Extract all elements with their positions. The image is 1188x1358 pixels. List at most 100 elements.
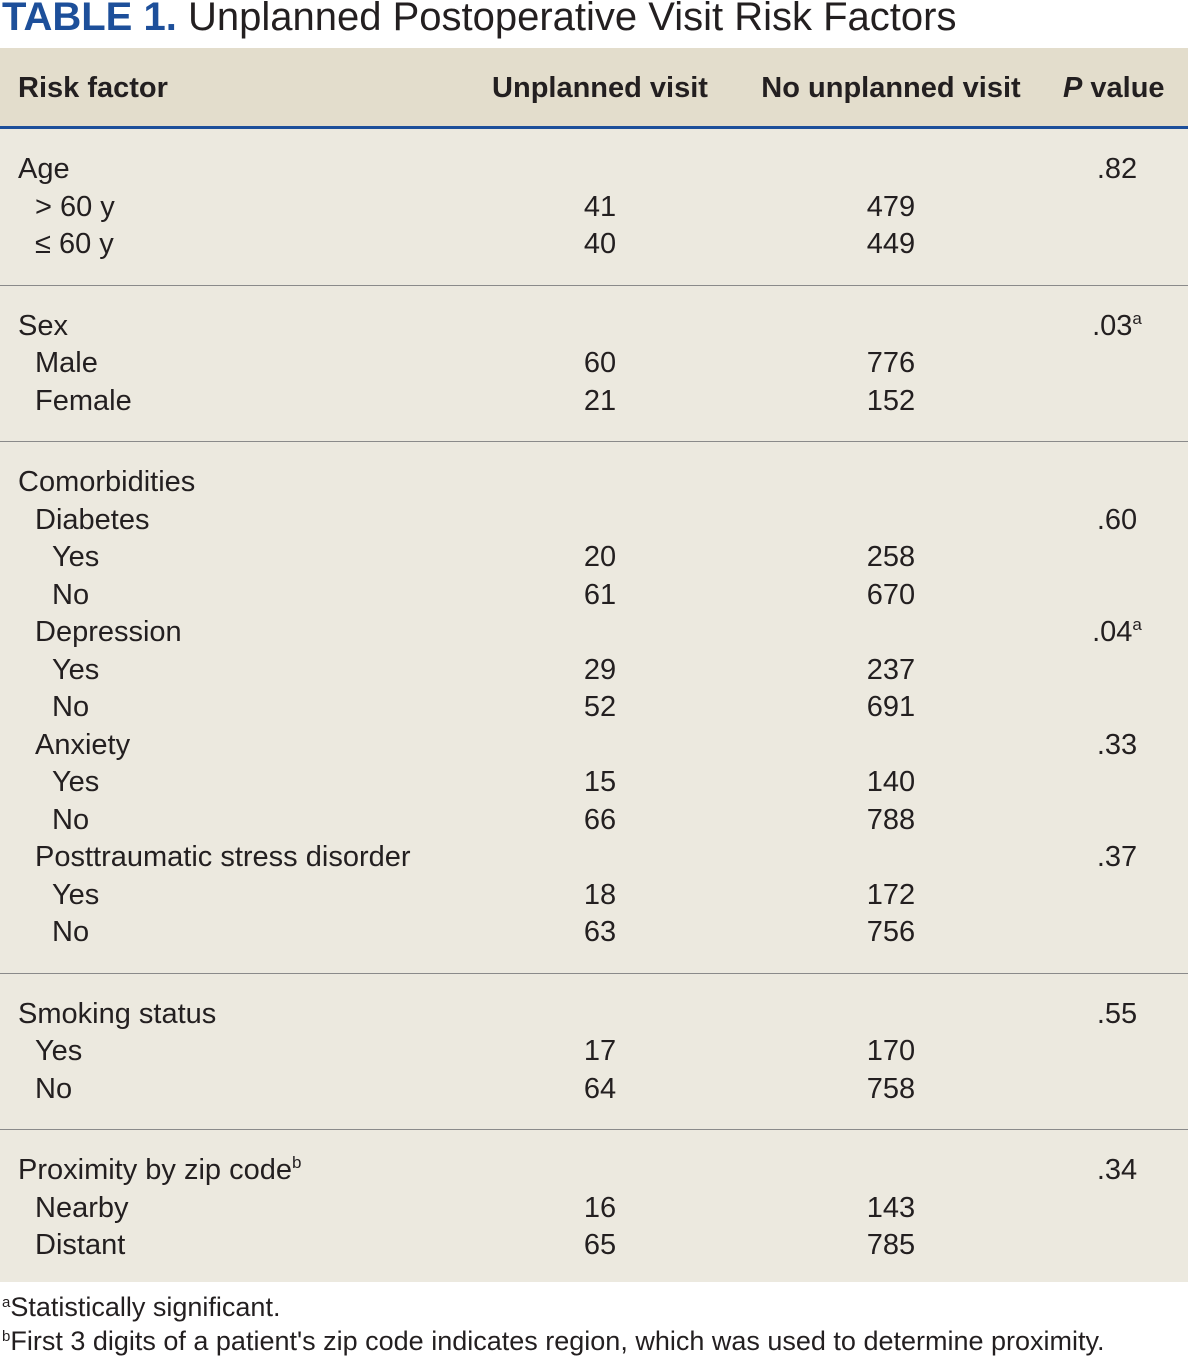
label-text: Female	[35, 384, 132, 417]
label-text: Age	[18, 153, 70, 185]
table-row: Yes 29 237	[0, 652, 1188, 690]
p-value-cell: .33	[1057, 727, 1177, 765]
footnote-mark: b	[292, 1153, 302, 1172]
p-italic: P	[1063, 72, 1083, 104]
row-label: Yes	[52, 764, 99, 802]
label-text: Sex	[18, 309, 68, 342]
footnote-mark: a	[1132, 308, 1142, 328]
p-value-cell: .37	[1057, 839, 1177, 877]
row-label: No	[35, 1071, 72, 1109]
table-row: Nearby 16 143	[0, 1190, 1188, 1228]
row-label: Yes	[52, 652, 99, 690]
unplanned-value: 15	[583, 766, 617, 798]
no-unplanned-value: 143	[866, 1191, 916, 1224]
label-text: No	[52, 691, 90, 723]
row-label: Posttraumatic stress disorder	[35, 839, 411, 877]
p-value: .03	[1092, 309, 1133, 342]
row-label: > 60 y	[35, 189, 115, 227]
title-label: TABLE 1.	[2, 0, 177, 39]
row-label: Diabetes	[35, 502, 149, 540]
row-label: Yes	[52, 877, 99, 915]
row-label: Male	[35, 345, 98, 383]
p-rest: value	[1090, 72, 1165, 104]
label-text: Yes	[52, 653, 100, 686]
unplanned-value: 65	[583, 1229, 617, 1261]
p-value-cell: .60	[1057, 502, 1177, 540]
row-group: Comorbidities Diabetes .60 Yes 20 258 No 61 670 D…	[0, 442, 1188, 974]
label-text: No	[52, 578, 90, 611]
row-label: No	[52, 914, 89, 952]
no-unplanned-value: 237	[866, 653, 916, 686]
row-label: Age	[18, 151, 70, 189]
no-unplanned-value: 140	[866, 766, 916, 798]
table-row: Proximity by zip codeb .34	[0, 1152, 1188, 1190]
no-unplanned-value: 172	[866, 878, 916, 911]
row-label: Female	[35, 383, 132, 421]
label-text: Posttraumatic stress disorder	[35, 841, 411, 873]
unplanned-value: 60	[583, 347, 617, 379]
no-unplanned-value: 788	[866, 803, 916, 836]
label-text: No	[35, 1072, 73, 1105]
row-label: No	[52, 577, 89, 615]
row-label: Comorbidities	[18, 464, 195, 502]
label-text: > 60 y	[35, 190, 115, 223]
unplanned-value: 17	[583, 1035, 617, 1067]
label-text: Nearby	[35, 1191, 129, 1224]
no-unplanned-value: 670	[866, 578, 916, 611]
column-header: No unplanned visit	[761, 72, 1021, 104]
table-row: Comorbidities	[0, 464, 1188, 502]
p-value-cell: .34	[1057, 1152, 1177, 1190]
label-text: Distant	[35, 1229, 126, 1261]
footnote-mark: a	[1132, 615, 1142, 634]
table-row: ≤ 60 y 40 449	[0, 226, 1188, 264]
row-label: ≤ 60 y	[35, 226, 114, 264]
unplanned-value: 61	[583, 578, 617, 611]
no-unplanned-value: 776	[866, 347, 916, 379]
table-row: Depression .04a	[0, 614, 1188, 652]
table-row: > 60 y 41 479	[0, 189, 1188, 227]
label-text: Yes	[52, 878, 100, 911]
label-text: Yes	[35, 1035, 83, 1067]
column-header: Risk factor	[18, 72, 168, 104]
unplanned-value: 29	[583, 653, 617, 686]
p-value: .33	[1096, 728, 1138, 761]
row-label: Distant	[35, 1227, 125, 1265]
row-label: Nearby	[35, 1190, 129, 1228]
p-value: .82	[1096, 153, 1138, 185]
no-unplanned-value: 449	[866, 228, 916, 260]
unplanned-value: 40	[583, 228, 617, 260]
footnote-mark: a	[2, 1293, 11, 1311]
unplanned-value: 63	[583, 916, 617, 948]
table-row: Smoking status .55	[0, 996, 1188, 1034]
row-group: Proximity by zip codeb .34 Nearby 16 143 Dist…	[0, 1130, 1188, 1282]
table-body: Age .82 > 60 y 41 479 ≤ 60 y 40 449 Sex .03a Male 6…	[0, 129, 1188, 1282]
unplanned-value: 66	[583, 803, 617, 836]
table-row: No 66 788	[0, 802, 1188, 840]
row-group: Smoking status .55 Yes 17 170 No 64 758	[0, 974, 1188, 1130]
table-row: Yes 20 258	[0, 539, 1188, 577]
table-row: Distant 65 785	[0, 1227, 1188, 1265]
table-row: No 52 691	[0, 689, 1188, 727]
row-label: No	[52, 689, 89, 727]
label-text: Proximity by zip code	[18, 1154, 292, 1186]
table-row: Female 21 152	[0, 383, 1188, 421]
row-group: Age .82 > 60 y 41 479 ≤ 60 y 40 449	[0, 129, 1188, 286]
label-text: Depression	[35, 616, 182, 648]
label-text: ≤ 60 y	[35, 228, 114, 260]
footnote-mark: b	[2, 1327, 11, 1345]
unplanned-value: 64	[583, 1072, 617, 1105]
no-unplanned-value: 258	[866, 541, 916, 573]
footnote: bFirst 3 digits of a patient's zip code …	[2, 1324, 1188, 1358]
p-value: .60	[1096, 503, 1138, 536]
label-text: No	[52, 803, 90, 836]
no-unplanned-value: 785	[866, 1229, 916, 1261]
no-unplanned-value: 170	[866, 1035, 916, 1067]
label-text: Yes	[52, 541, 100, 573]
label-text: Smoking status	[18, 997, 217, 1030]
no-unplanned-value: 756	[866, 916, 916, 948]
row-label: Sex	[18, 308, 68, 346]
row-label: Yes	[35, 1033, 82, 1071]
label-text: Anxiety	[35, 728, 131, 761]
column-header: P value	[1063, 72, 1165, 105]
label-text: Diabetes	[35, 503, 150, 536]
